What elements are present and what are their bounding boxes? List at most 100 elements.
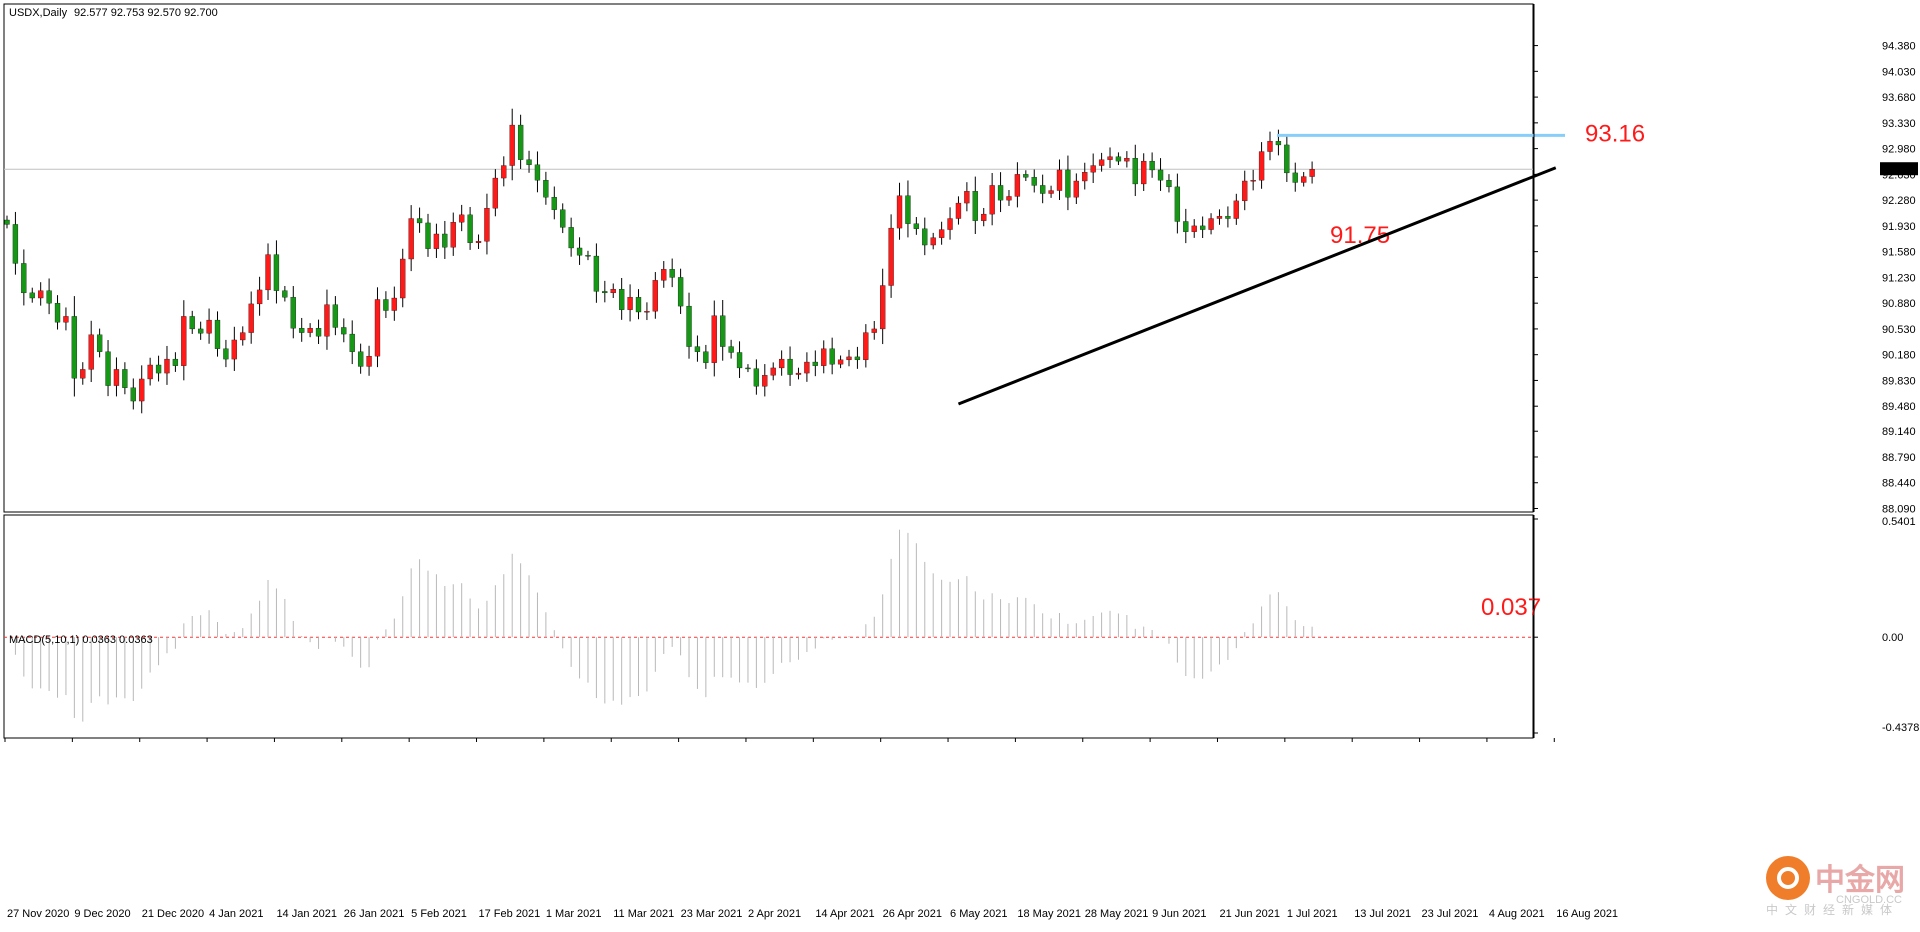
candle-body [652,280,658,312]
candle-body [248,303,254,333]
candle-body [762,375,768,387]
candle-body [610,289,616,294]
chart-title: USDX,Daily [9,7,68,19]
candle-body [1166,180,1172,188]
date-tick-label: 1 Jul 2021 [1287,908,1338,920]
candle-body [349,333,355,352]
candle-body [837,359,844,365]
candle-body [972,191,978,221]
date-tick-label: 14 Jan 2021 [276,908,337,920]
candle-body [231,339,237,360]
candle-body [560,209,566,228]
candle-body [1242,180,1248,202]
candle-body [686,305,692,347]
candle-body [1006,196,1012,201]
logo-name-en: CNGOLD.CC [1836,894,1902,906]
candle-body [947,218,953,230]
candle-body [871,328,877,333]
candle-body [1292,172,1298,183]
price-tick-label: 90.530 [1882,324,1916,336]
candle-body [543,180,549,198]
date-tick-label: 16 Aug 2021 [1556,908,1618,920]
candle-body [164,358,170,374]
candle-body [593,255,600,292]
candle-body [534,164,541,181]
candle-body [568,227,574,249]
candle-body [198,328,204,334]
candle-body [400,258,406,299]
macd-tick-label: -0.4378 [1882,722,1919,734]
resistance-label: 93.16 [1585,120,1645,147]
candle-body [787,358,793,375]
candle-body [96,334,103,352]
candle-body [997,185,1004,201]
candle-body [1191,225,1197,232]
price-tick-label: 91.930 [1882,221,1916,233]
candle-body [955,202,962,219]
candle-body [728,346,734,353]
candle-body [113,369,120,386]
candle-body [357,351,364,367]
candle-body [307,328,313,333]
candle-body [644,311,650,313]
date-tick-label: 1 Mar 2021 [546,908,602,920]
price-tick-label: 88.440 [1882,478,1916,490]
candle-body [63,316,69,323]
candle-body [720,315,726,347]
candle-body [416,218,423,224]
date-tick-label: 9 Dec 2020 [74,908,130,920]
date-tick-label: 14 Apr 2021 [815,908,874,920]
candle-body [147,364,153,380]
candle-body [122,369,128,388]
candle-body [1301,176,1307,183]
candle-body [694,346,701,352]
candle-body [804,361,810,374]
logo-tagline: 中文财经新媒体 [1766,902,1899,917]
candle-body [315,328,322,337]
candle-body [913,223,920,229]
candle-body [1023,174,1029,178]
price-tick-label: 91.230 [1882,272,1916,284]
candle-body [467,214,473,243]
candle-body [1090,165,1096,173]
candle-body [1056,169,1063,191]
date-tick-label: 21 Dec 2020 [142,908,204,920]
price-panel-frame [3,3,1534,513]
candle-body [332,304,339,328]
ohlc-readout: 92.577 92.753 92.570 92.700 [74,7,218,19]
date-tick-label: 11 Mar 2021 [613,908,674,920]
date-tick-label: 21 Jun 2021 [1219,908,1280,920]
candle-body [501,165,507,179]
candle-body [1040,185,1046,194]
candle-body [265,254,271,291]
candle-body [1309,169,1315,177]
candle-body [80,369,86,379]
candle-body [21,263,27,294]
candle-body [46,290,52,304]
candle-body [661,269,667,281]
price-tick-label: 90.180 [1882,350,1916,362]
candle-body [1065,169,1071,198]
candle-body [12,224,19,264]
candle-body [829,348,835,365]
date-tick-label: 4 Aug 2021 [1489,908,1545,920]
price-tick-label: 94.380 [1882,41,1916,53]
candle-body [425,222,431,249]
candle-body [703,351,709,363]
candle-body [459,214,465,223]
price-tick-label: 90.880 [1882,298,1916,310]
price-tick-label: 93.680 [1882,92,1916,104]
candle-body [383,299,389,311]
candle-body [576,247,583,256]
candle-body [812,361,818,366]
date-tick-label: 23 Jul 2021 [1422,908,1479,920]
candle-body [1141,160,1147,185]
candle-body [206,319,212,334]
date-tick-label: 18 May 2021 [1017,908,1081,920]
candle-body [778,358,785,369]
candle-body [290,297,296,329]
candle-body [484,208,490,242]
candle-body [888,227,894,286]
logo-mark [1766,856,1810,900]
